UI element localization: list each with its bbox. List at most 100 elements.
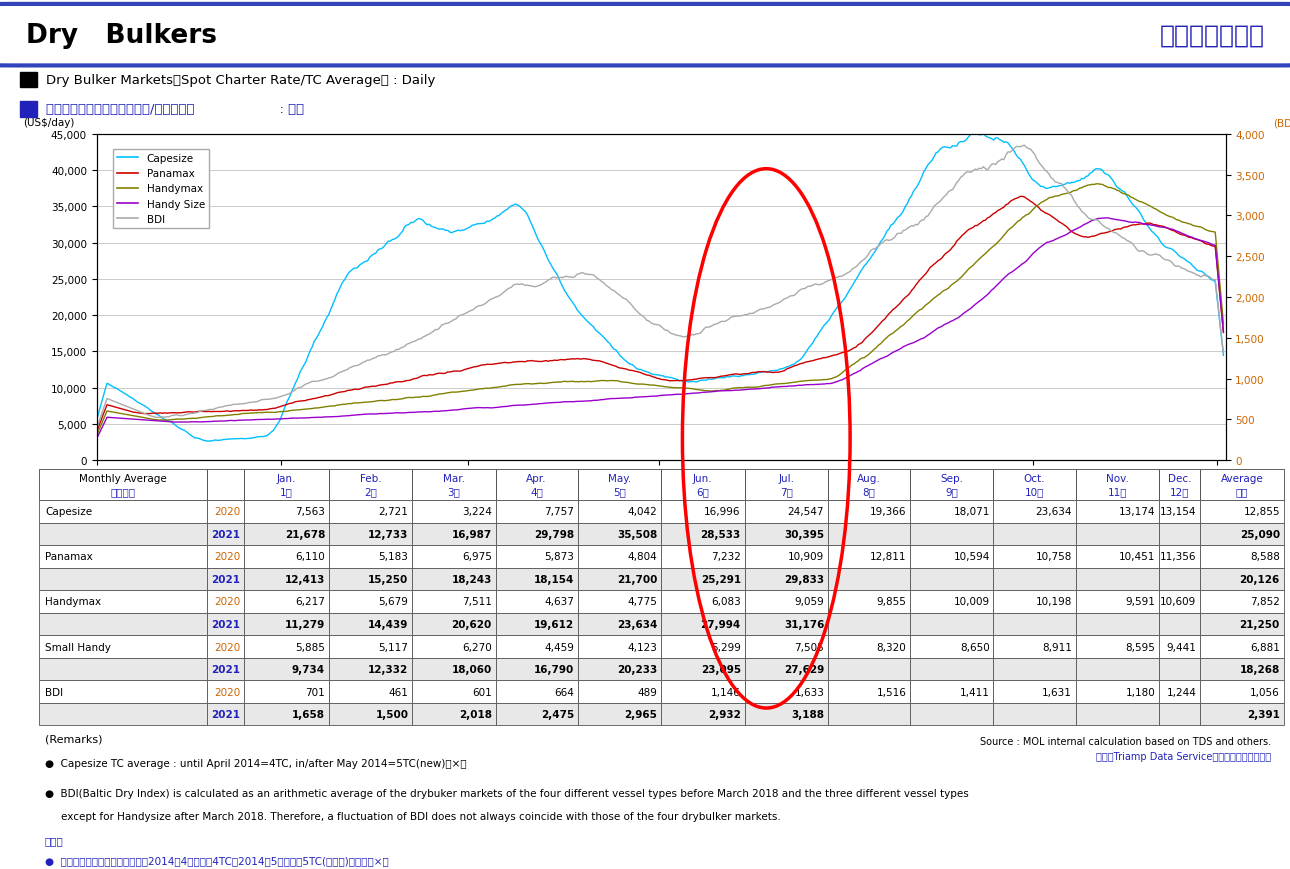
Text: 2021: 2021	[212, 664, 240, 674]
Text: 6,083: 6,083	[711, 597, 740, 607]
Bar	[744, 703, 828, 726]
Bar	[244, 469, 329, 501]
Handy Size	[172, 417, 187, 428]
Text: 14,439: 14,439	[368, 620, 409, 629]
Text: 10,609: 10,609	[1160, 597, 1196, 607]
Text: Sep.: Sep.	[940, 473, 964, 483]
Bar	[412, 469, 495, 501]
Line: Panamax: Panamax	[97, 197, 1223, 432]
Text: 13,154: 13,154	[1160, 507, 1196, 517]
Text: Average: Average	[1220, 473, 1263, 483]
Bar	[660, 501, 744, 523]
Text: 3,224: 3,224	[462, 507, 491, 517]
Text: （注）: （注）	[45, 836, 63, 846]
Text: 2,932: 2,932	[708, 709, 740, 720]
Bar	[828, 568, 909, 591]
Bar	[329, 568, 413, 591]
Text: 1,633: 1,633	[795, 687, 824, 697]
Bar	[39, 523, 206, 546]
Bar	[412, 658, 495, 680]
Text: Dry   Bulkers: Dry Bulkers	[26, 23, 217, 49]
Bar	[578, 613, 660, 635]
Text: 18,071: 18,071	[953, 507, 989, 517]
Bar	[909, 546, 993, 568]
Bar	[412, 591, 495, 613]
Text: 8,650: 8,650	[960, 642, 989, 652]
Text: 4,459: 4,459	[544, 642, 574, 652]
Bar	[1160, 469, 1200, 501]
Text: 10,009: 10,009	[953, 597, 989, 607]
Bar	[1160, 546, 1200, 568]
Text: 9,855: 9,855	[876, 597, 907, 607]
Text: 12,855: 12,855	[1244, 507, 1280, 517]
Text: 1,631: 1,631	[1042, 687, 1072, 697]
Text: 2020: 2020	[214, 597, 240, 607]
Text: 29,833: 29,833	[784, 574, 824, 584]
Bar	[828, 501, 909, 523]
Bar	[828, 546, 909, 568]
Bar	[660, 703, 744, 726]
Text: Dec.: Dec.	[1167, 473, 1192, 483]
Text: 出典：Triamp Data Service等を基に商船三井作成: 出典：Triamp Data Service等を基に商船三井作成	[1096, 751, 1271, 761]
Bar	[828, 613, 909, 635]
Text: 2020: 2020	[214, 642, 240, 652]
Bar	[578, 680, 660, 703]
Bar	[244, 658, 329, 680]
Bar	[909, 591, 993, 613]
Text: ドライバルク船市況（傭船料/航路平均）                    : 日足: ドライバルク船市況（傭船料/航路平均） : 日足	[46, 103, 304, 116]
Bar	[578, 501, 660, 523]
Bar	[909, 568, 993, 591]
Capesize	[200, 436, 215, 447]
Bar	[993, 613, 1076, 635]
Text: 461: 461	[388, 687, 409, 697]
Panamax	[1082, 232, 1098, 242]
Bar	[744, 658, 828, 680]
Handy Size	[89, 434, 104, 444]
Handymax	[1215, 319, 1231, 329]
Text: 27,629: 27,629	[784, 664, 824, 674]
Bar	[993, 546, 1076, 568]
Text: 1,146: 1,146	[711, 687, 740, 697]
Text: 5,885: 5,885	[295, 642, 325, 652]
Text: 8,588: 8,588	[1250, 552, 1280, 561]
Bar	[578, 703, 660, 726]
Bar	[1200, 568, 1284, 591]
Bar	[660, 591, 744, 613]
Bar	[329, 501, 413, 523]
Text: 12月: 12月	[1170, 487, 1189, 497]
Text: 5,873: 5,873	[544, 552, 574, 561]
Bar	[1076, 546, 1158, 568]
Line: Handy Size: Handy Size	[97, 219, 1223, 439]
Text: 10,909: 10,909	[788, 552, 824, 561]
FancyBboxPatch shape	[0, 5, 1290, 66]
Text: 7,563: 7,563	[295, 507, 325, 517]
Text: Mar.: Mar.	[442, 473, 464, 483]
Text: 30,395: 30,395	[784, 529, 824, 540]
Text: 1,056: 1,056	[1250, 687, 1280, 697]
Text: 4,804: 4,804	[628, 552, 658, 561]
Bar	[578, 523, 660, 546]
Text: 28,533: 28,533	[700, 529, 740, 540]
Text: 2021: 2021	[212, 574, 240, 584]
Bar	[495, 658, 578, 680]
Text: 7,232: 7,232	[711, 552, 740, 561]
Bar	[993, 568, 1076, 591]
Bar	[244, 680, 329, 703]
Bar	[993, 501, 1076, 523]
Capesize	[172, 423, 187, 434]
Text: 31,176: 31,176	[784, 620, 824, 629]
Bar	[39, 501, 206, 523]
Text: 5,679: 5,679	[378, 597, 409, 607]
Bar	[1076, 501, 1158, 523]
Bar	[329, 635, 413, 658]
Bar	[39, 591, 206, 613]
Bar	[39, 613, 206, 635]
Text: 9,441: 9,441	[1166, 642, 1196, 652]
Text: 19,366: 19,366	[869, 507, 907, 517]
Text: 1,244: 1,244	[1166, 687, 1196, 697]
Bar	[744, 568, 828, 591]
Bar	[578, 591, 660, 613]
Text: Dry Bulker Markets（Spot Charter Rate/TC Average） : Daily: Dry Bulker Markets（Spot Charter Rate/TC …	[46, 74, 435, 87]
Bar	[244, 703, 329, 726]
Bar	[495, 546, 578, 568]
